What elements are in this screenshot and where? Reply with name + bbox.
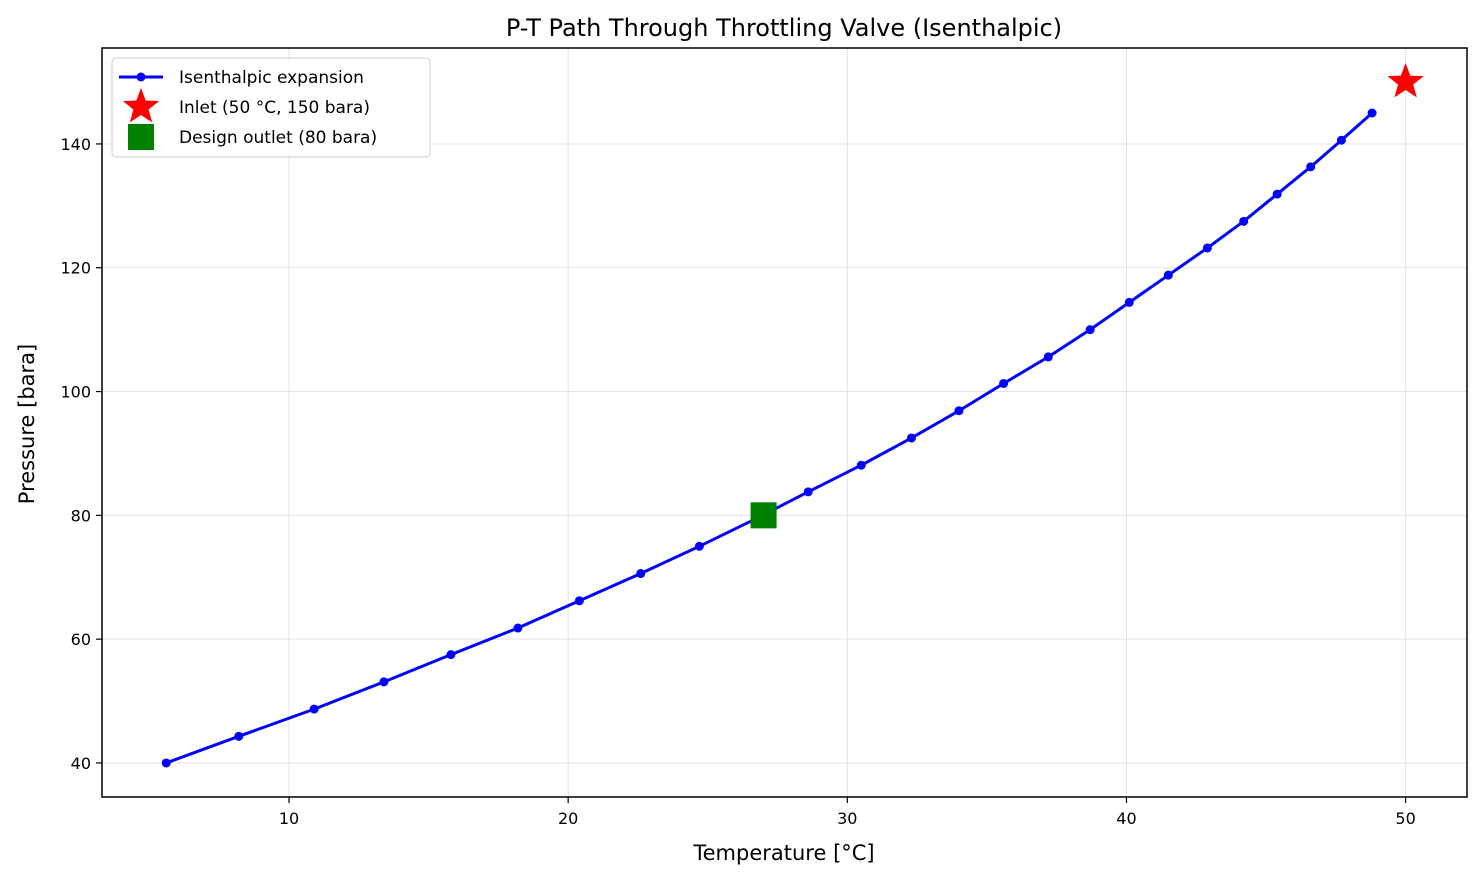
legend-entry-label: Inlet (50 °C, 150 bara) <box>179 98 370 118</box>
plot-area <box>161 63 1424 768</box>
data-point <box>1367 108 1377 118</box>
data-point <box>856 460 866 470</box>
legend: Isenthalpic expansion Inlet (50 °C, 150 b… <box>111 57 431 158</box>
data-point <box>954 406 964 416</box>
y-tick-label: 120 <box>60 259 91 278</box>
grid <box>102 48 1467 797</box>
data-point <box>1272 189 1282 199</box>
y-tick-label: 140 <box>60 135 91 154</box>
y-tick-label: 60 <box>71 630 91 649</box>
x-tick-label: 30 <box>837 809 857 828</box>
data-point <box>1306 162 1316 172</box>
series-0 <box>161 108 1377 768</box>
data-point <box>1124 297 1134 307</box>
x-axis-label: Temperature [°C] <box>692 841 874 865</box>
y-tick-label: 100 <box>60 383 91 402</box>
axis-ticks: 10 20 30 40 50 40 60 80 100 120 140 <box>60 135 1415 828</box>
legend-box <box>111 57 431 158</box>
y-axis-label: Pressure [bara] <box>15 344 39 504</box>
axes-frame <box>101 47 1468 798</box>
legend-entry-label: Design outlet (80 bara) <box>179 128 377 148</box>
series-1 <box>1387 63 1424 98</box>
y-tick-label: 80 <box>71 506 91 525</box>
data-point <box>636 569 646 579</box>
data-point <box>161 758 171 768</box>
legend-entry-label: Isenthalpic expansion <box>179 68 364 88</box>
data-point <box>1202 243 1212 253</box>
data-point <box>234 731 244 741</box>
x-tick-label: 40 <box>1116 809 1136 828</box>
data-point <box>803 487 813 497</box>
data-point <box>446 650 456 660</box>
y-tick-label: 40 <box>71 754 91 773</box>
x-tick-label: 50 <box>1395 809 1415 828</box>
data-point <box>999 379 1009 389</box>
legend-star-swatch <box>122 88 160 123</box>
data-point <box>1336 135 1346 145</box>
data-point <box>379 677 389 687</box>
outlet-square-marker <box>750 502 777 529</box>
legend-circle-swatch <box>136 72 146 82</box>
data-point <box>1043 352 1053 362</box>
x-tick-label: 10 <box>279 809 299 828</box>
data-point <box>1163 270 1173 280</box>
data-point <box>1085 325 1095 335</box>
x-tick-label: 20 <box>558 809 578 828</box>
inlet-star-marker <box>1387 63 1424 98</box>
data-point <box>309 704 319 714</box>
series-2 <box>750 502 777 529</box>
data-point <box>1239 216 1249 226</box>
chart-title: P-T Path Through Throttling Valve (Isent… <box>506 14 1062 42</box>
data-point <box>513 623 523 633</box>
data-point <box>694 541 704 551</box>
data-point <box>574 596 584 606</box>
legend-square-swatch <box>128 124 154 150</box>
data-point <box>907 433 917 443</box>
